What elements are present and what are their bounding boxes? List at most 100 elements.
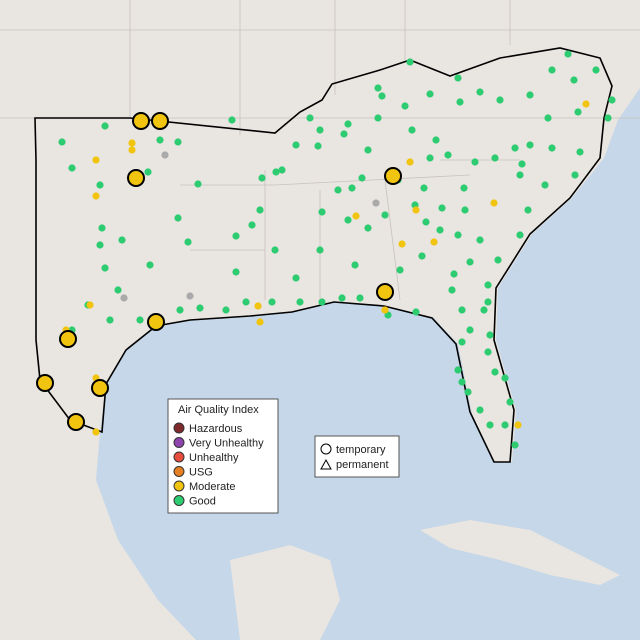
legend-title: Air Quality Index bbox=[178, 404, 259, 416]
monitor-good bbox=[401, 102, 409, 110]
monitor-good bbox=[248, 221, 256, 229]
monitor-good bbox=[68, 164, 76, 172]
monitor-moderate bbox=[128, 139, 136, 147]
circle-icon bbox=[320, 443, 332, 455]
monitor-good bbox=[271, 246, 279, 254]
legend-swatch bbox=[173, 480, 185, 492]
monitor-good bbox=[484, 348, 492, 356]
monitor-moderate bbox=[412, 206, 420, 214]
monitor-good bbox=[272, 168, 280, 176]
monitor-good bbox=[524, 206, 532, 214]
monitor-moderate bbox=[86, 301, 94, 309]
monitor-good bbox=[454, 74, 462, 82]
monitor-good bbox=[541, 181, 549, 189]
monitor-good bbox=[516, 171, 524, 179]
monitor-good bbox=[318, 208, 326, 216]
monitor-good bbox=[106, 316, 114, 324]
monitor-good bbox=[396, 266, 404, 274]
monitor-good bbox=[484, 281, 492, 289]
monitor-good bbox=[496, 96, 504, 104]
monitor-good bbox=[501, 421, 509, 429]
monitor-good bbox=[364, 146, 372, 154]
monitor-moderate bbox=[92, 192, 100, 200]
legend-box bbox=[167, 398, 279, 514]
monitor-good bbox=[486, 421, 494, 429]
monitor-good bbox=[461, 206, 469, 214]
monitor-good bbox=[571, 171, 579, 179]
monitor-good bbox=[96, 181, 104, 189]
monitor-good bbox=[460, 184, 468, 192]
monitor-good bbox=[454, 366, 462, 374]
monitor-good bbox=[381, 211, 389, 219]
monitor-good bbox=[574, 108, 582, 116]
monitor-good bbox=[486, 331, 494, 339]
monitor-good bbox=[511, 144, 519, 152]
monitor-good bbox=[476, 406, 484, 414]
monitor-good bbox=[258, 174, 266, 182]
monitor-good bbox=[146, 261, 154, 269]
monitor-good bbox=[448, 286, 456, 294]
monitor-good bbox=[344, 216, 352, 224]
monitor-good bbox=[494, 256, 502, 264]
monitor-good bbox=[526, 141, 534, 149]
monitor-good bbox=[344, 120, 352, 128]
monitor-good bbox=[436, 226, 444, 234]
monitor-good bbox=[358, 174, 366, 182]
monitor-moderate bbox=[128, 146, 136, 154]
temporary-monitor bbox=[384, 167, 402, 185]
monitor-good bbox=[184, 238, 192, 246]
monitor-good bbox=[432, 136, 440, 144]
monitor-good bbox=[406, 58, 414, 66]
monitor-good bbox=[340, 130, 348, 138]
monitor-moderate bbox=[352, 212, 360, 220]
temporary-monitor bbox=[127, 169, 145, 187]
monitor-good bbox=[491, 154, 499, 162]
temporary-monitor bbox=[91, 379, 109, 397]
monitor-good bbox=[564, 50, 572, 58]
cuba bbox=[420, 520, 620, 585]
monitor-good bbox=[548, 66, 556, 74]
monitor-good bbox=[338, 294, 346, 302]
monitor-good bbox=[426, 154, 434, 162]
monitor-good bbox=[484, 298, 492, 306]
monitor-good bbox=[176, 306, 184, 314]
legend-label: USG bbox=[189, 466, 213, 478]
legend-items: Hazardous Very Unhealthy Unhealthy USG Moder… bbox=[173, 422, 264, 507]
monitor-good bbox=[464, 388, 472, 396]
monitor-good bbox=[144, 168, 152, 176]
shape-legend: temporary permanent bbox=[314, 435, 400, 478]
monitor-moderate bbox=[92, 428, 100, 436]
legend-label: Good bbox=[189, 495, 216, 507]
monitor-moderate bbox=[406, 158, 414, 166]
monitor-good bbox=[412, 308, 420, 316]
legend-label: Very Unhealthy bbox=[189, 437, 264, 449]
monitor-good bbox=[438, 204, 446, 212]
monitor-good bbox=[544, 114, 552, 122]
temporary-monitor bbox=[59, 330, 77, 348]
monitor-good bbox=[136, 316, 144, 324]
monitor-moderate bbox=[92, 156, 100, 164]
monitor-good bbox=[268, 298, 276, 306]
monitor-good bbox=[506, 398, 514, 406]
monitor-other bbox=[186, 292, 194, 300]
monitor-good bbox=[242, 298, 250, 306]
monitor-other bbox=[161, 151, 169, 159]
region-outline bbox=[34, 47, 613, 463]
monitor-good bbox=[378, 92, 386, 100]
monitor-good bbox=[174, 214, 182, 222]
monitor-other bbox=[372, 199, 380, 207]
monitor-good bbox=[256, 206, 264, 214]
monitor-good bbox=[316, 246, 324, 254]
monitor-good bbox=[456, 98, 464, 106]
temporary-monitor bbox=[376, 283, 394, 301]
monitor-good bbox=[174, 138, 182, 146]
temporary-monitor bbox=[151, 112, 169, 130]
monitor-good bbox=[501, 374, 509, 382]
aqi-legend: Air Quality Index Hazardous Very Unhealth… bbox=[167, 398, 279, 514]
monitor-good bbox=[604, 114, 612, 122]
monitor-good bbox=[96, 241, 104, 249]
monitor-good bbox=[374, 84, 382, 92]
yucatan bbox=[230, 545, 340, 640]
monitor-good bbox=[422, 218, 430, 226]
monitor-moderate bbox=[514, 421, 522, 429]
